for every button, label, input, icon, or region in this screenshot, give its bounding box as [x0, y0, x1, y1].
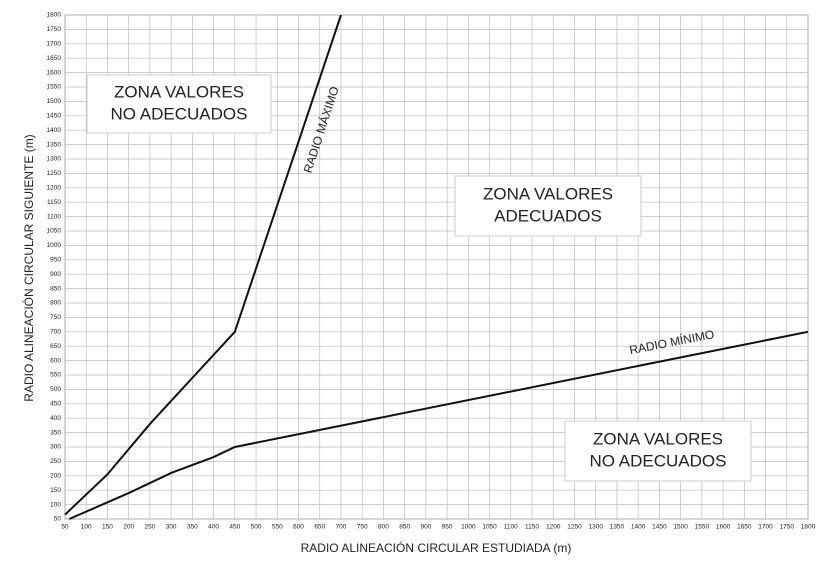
x-axis-label: RADIO ALINEACIÓN CIRCULAR ESTUDIADA (m): [301, 540, 572, 555]
y-tick-label: 250: [50, 458, 61, 465]
y-tick-label: 950: [50, 257, 61, 264]
annotation-box: [454, 175, 642, 237]
x-tick-label: 50: [61, 524, 69, 531]
x-tick-label: 1650: [737, 524, 752, 531]
annotation-box: [564, 420, 752, 482]
y-tick-label: 700: [50, 329, 61, 336]
x-tick-label: 1600: [716, 524, 731, 531]
y-tick-label: 1200: [47, 185, 62, 192]
x-tick-label: 200: [123, 524, 134, 531]
x-tick-label: 1350: [610, 524, 625, 531]
y-tick-label: 1100: [47, 213, 61, 220]
x-tick-label: 150: [102, 524, 113, 531]
x-tick-label: 450: [229, 524, 240, 531]
y-tick-label: 800: [50, 300, 61, 307]
y-tick-label: 900: [50, 271, 61, 278]
y-tick-label: 1500: [47, 98, 62, 105]
x-tick-label: 650: [314, 524, 325, 531]
x-tick-label: 800: [378, 524, 389, 531]
x-tick-label: 350: [187, 524, 198, 531]
y-tick-label: 500: [50, 386, 61, 393]
y-axis-label: RADIO ALINEACIÓN CIRCULAR SIGUIENTE (m): [21, 134, 36, 401]
y-tick-label: 350: [50, 429, 61, 436]
x-tick-label: 100: [81, 524, 92, 531]
x-tick-label: 1300: [588, 524, 603, 531]
x-tick-label: 600: [293, 524, 304, 531]
y-tick-label: 650: [50, 343, 61, 350]
series-line: [64, 14, 342, 516]
y-tick-label: 850: [50, 285, 61, 292]
x-tick-label: 1150: [525, 524, 539, 531]
annotation-text: ZONA VALORES: [593, 429, 723, 448]
x-tick-label: 1200: [546, 524, 561, 531]
y-tick-label: 1800: [47, 12, 62, 19]
y-tick-label: 1550: [47, 84, 62, 91]
y-tick-label: 1300: [47, 156, 62, 163]
y-tick-label: 1700: [47, 41, 62, 48]
x-tick-label: 850: [399, 524, 410, 531]
y-tick-label: 600: [50, 357, 61, 364]
annotation-box: [86, 74, 272, 134]
annotation-text: ZONA VALORES: [483, 184, 613, 203]
x-tick-label: 1750: [780, 524, 795, 531]
y-tick-label: 100: [50, 501, 61, 508]
y-tick-label: 1150: [47, 199, 61, 206]
y-tick-label: 300: [50, 444, 61, 451]
y-tick-label: 750: [50, 314, 61, 321]
x-tick-label: 1500: [673, 524, 688, 531]
y-tick-label: 1450: [47, 113, 62, 120]
x-tick-label: 300: [166, 524, 177, 531]
x-tick-label: 550: [272, 524, 283, 531]
y-tick-label: 1000: [47, 242, 62, 249]
y-tick-label: 200: [50, 473, 61, 480]
y-tick-label: 1050: [47, 228, 62, 235]
y-tick-label: 1750: [47, 26, 62, 33]
x-tick-label: 750: [357, 524, 368, 531]
y-tick-label: 550: [50, 372, 61, 379]
x-tick-label: 1250: [567, 524, 582, 531]
x-tick-label: 1700: [758, 524, 773, 531]
x-tick-label: 1050: [482, 524, 497, 531]
annotation-text: ZONA VALORES: [114, 82, 244, 101]
x-tick-label: 1800: [801, 524, 816, 531]
x-tick-label: 1100: [504, 524, 518, 531]
annotation-text: ADECUADOS: [494, 206, 602, 225]
y-tick-label: 1350: [47, 141, 62, 148]
y-tick-label: 1600: [47, 69, 62, 76]
x-tick-label: 1000: [461, 524, 476, 531]
x-tick-label: 1450: [652, 524, 667, 531]
x-tick-label: 250: [144, 524, 155, 531]
y-tick-label: 150: [50, 487, 61, 494]
x-tick-label: 400: [208, 524, 219, 531]
annotation-text: NO ADECUADOS: [590, 451, 727, 470]
y-tick-label: 1400: [47, 127, 62, 134]
x-tick-label: 500: [251, 524, 262, 531]
y-tick-label: 1250: [47, 170, 62, 177]
y-tick-label: 450: [50, 401, 61, 408]
x-tick-label: 700: [336, 524, 347, 531]
y-tick-label: 400: [50, 415, 61, 422]
x-tick-label: 1400: [631, 524, 646, 531]
y-tick-label: 50: [54, 516, 62, 523]
x-tick-label: 950: [442, 524, 453, 531]
x-tick-label: 900: [420, 524, 431, 531]
annotation-text: NO ADECUADOS: [111, 104, 248, 123]
x-tick-label: 1550: [695, 524, 710, 531]
series-line: [68, 330, 809, 520]
y-tick-label: 1650: [47, 55, 62, 62]
